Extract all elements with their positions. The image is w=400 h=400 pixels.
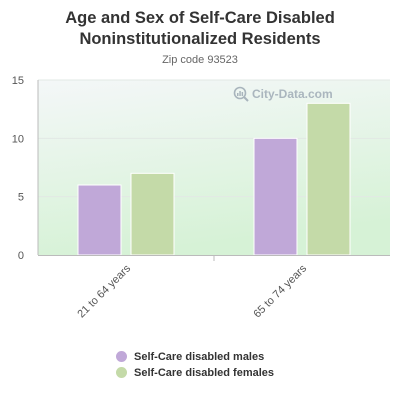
watermark: City-Data.com [233, 86, 333, 102]
watermark-text: City-Data.com [252, 87, 333, 101]
bar-females-2 [306, 102, 351, 256]
legend-item-females: Self-Care disabled females [116, 367, 274, 379]
legend-label-males: Self-Care disabled males [134, 351, 265, 363]
x-tick-label: 21 to 64 years [75, 262, 133, 320]
y-tick-label: 0 [18, 250, 24, 262]
axes [37, 80, 390, 261]
y-tick-label: 15 [12, 75, 24, 87]
x-tick-label: 65 to 74 years [251, 262, 309, 320]
y-tick-label: 5 [18, 192, 24, 204]
legend-item-males: Self-Care disabled males [116, 351, 264, 363]
chart-subtitle: Zip code 93523 [162, 54, 238, 66]
magnifier-chart-icon [233, 86, 249, 102]
bar-males-1 [77, 184, 122, 256]
bar-males-2 [253, 137, 298, 256]
bars [77, 102, 351, 256]
legend-swatch-females [116, 367, 127, 378]
x-tick-labels: 21 to 64 years 65 to 74 years [75, 262, 309, 320]
bar-females-1 [130, 172, 175, 256]
chart-title: Age and Sex of Self-Care Disabled Nonins… [65, 9, 335, 48]
y-tick-labels: 0 5 10 15 [12, 75, 24, 262]
legend-label-females: Self-Care disabled females [134, 367, 275, 379]
legend-swatch-males [116, 351, 127, 362]
y-tick-label: 10 [12, 133, 24, 145]
